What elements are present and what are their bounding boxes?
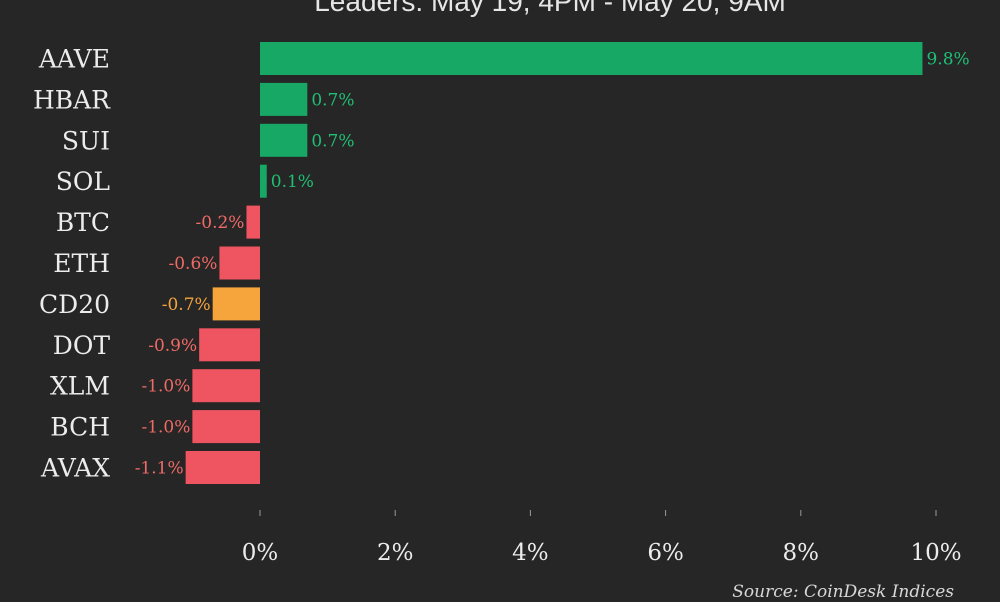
bar-cd20 (212, 287, 260, 321)
bar-xlm (192, 369, 260, 403)
category-label-avax: AVAX (40, 454, 110, 483)
value-label-bch: -1.0% (141, 418, 190, 438)
category-label-aave: AAVE (38, 45, 110, 74)
x-tick-label: 10% (910, 540, 961, 566)
x-tick-label: 4% (512, 540, 549, 566)
category-label-bch: BCH (50, 413, 110, 442)
value-label-avax: -1.1% (135, 459, 184, 479)
bar-sui (260, 123, 308, 157)
x-axis: 0% 2% 4% 6% 8% 10% (242, 510, 962, 566)
value-label-aave: 9.8% (926, 50, 969, 70)
bar-dot (199, 328, 260, 362)
value-label-sui: 0.7% (311, 131, 354, 151)
bar-bch (192, 410, 260, 444)
bar-btc (246, 205, 260, 239)
bar-hbar (260, 82, 308, 116)
category-label-eth: ETH (53, 249, 110, 278)
value-label-hbar: 0.7% (311, 90, 354, 110)
category-label-btc: BTC (56, 208, 110, 237)
category-label-sol: SOL (56, 167, 110, 196)
x-tick-label: 8% (783, 540, 820, 566)
source-note: Source: CoinDesk Indices (732, 582, 954, 602)
x-tick-label: 0% (242, 540, 279, 566)
x-tick-label: 2% (377, 540, 414, 566)
bar-eth (219, 246, 260, 280)
value-label-dot: -0.9% (148, 336, 197, 356)
category-label-hbar: HBAR (33, 85, 111, 114)
chart-title: Leaders: May 19, 4PM - May 20, 9AM (314, 0, 786, 17)
bars-layer (185, 42, 923, 484)
value-label-sol: 0.1% (271, 172, 314, 192)
value-label-cd20: -0.7% (162, 295, 211, 315)
category-label-dot: DOT (53, 331, 111, 360)
value-label-xlm: -1.0% (141, 377, 190, 397)
bar-avax (185, 451, 260, 484)
category-label-xlm: XLM (50, 372, 110, 401)
x-tick-label: 6% (647, 540, 684, 566)
value-label-btc: -0.2% (196, 213, 245, 233)
bar-sol (260, 164, 267, 198)
value-label-eth: -0.6% (169, 254, 218, 274)
category-label-sui: SUI (62, 126, 110, 155)
category-label-cd20: CD20 (39, 290, 110, 319)
labels-layer: AAVE 9.8% HBAR 0.7% SUI 0.7% SOL 0.1% BTC -0.2% ET… (33, 45, 970, 483)
bar-aave (260, 42, 923, 75)
